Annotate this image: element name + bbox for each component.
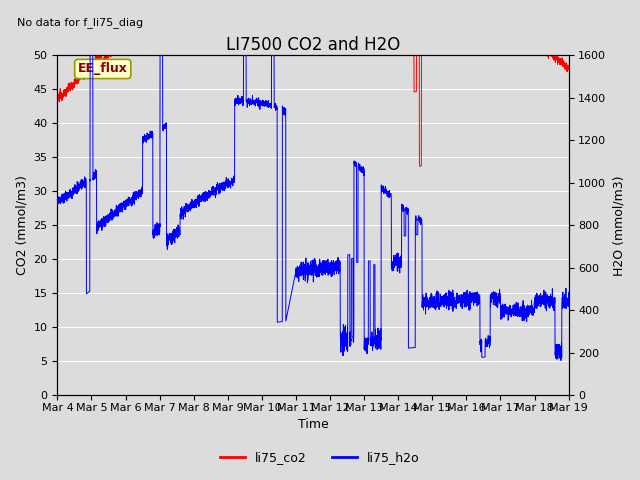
Title: LI7500 CO2 and H2O: LI7500 CO2 and H2O [226,36,400,54]
Y-axis label: CO2 (mmol/m3): CO2 (mmol/m3) [15,175,28,275]
Y-axis label: H2O (mmol/m3): H2O (mmol/m3) [612,175,625,276]
X-axis label: Time: Time [298,419,328,432]
Legend: li75_co2, li75_h2o: li75_co2, li75_h2o [215,446,425,469]
Text: No data for f_li75_diag: No data for f_li75_diag [17,17,143,28]
Text: EE_flux: EE_flux [78,62,128,75]
